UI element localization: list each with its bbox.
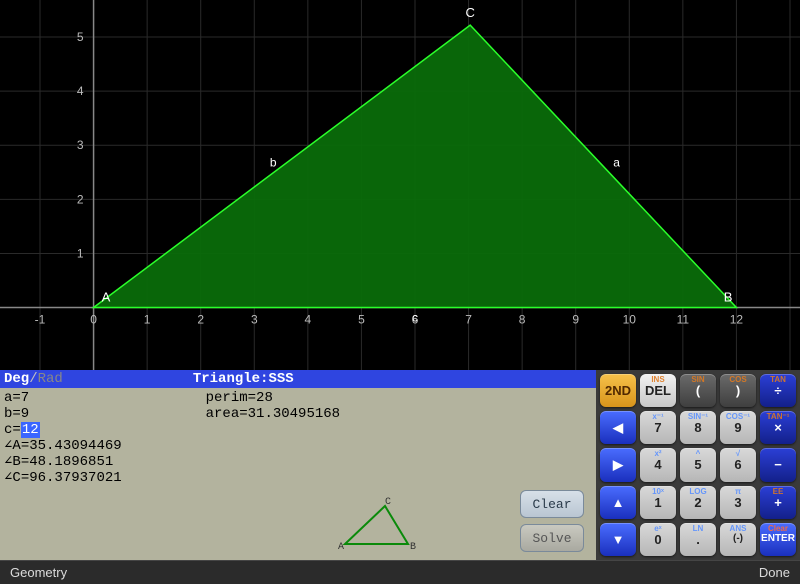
info-panel: Deg / Rad Triangle:SSS a=7 perim=28b=9 a… [0,370,596,560]
svg-text:10: 10 [623,313,637,327]
key-3[interactable]: π3 [720,486,756,519]
svg-text:-1: -1 [35,313,46,327]
key-[interactable]: − [760,448,796,481]
key-[interactable]: ANS(-) [720,523,756,556]
key-[interactable]: SIN( [680,374,716,407]
svg-text:a: a [613,155,620,169]
key-8[interactable]: SIN⁻¹8 [680,411,716,444]
key-6[interactable]: √6 [720,448,756,481]
svg-text:B: B [724,290,733,305]
mini-label-C: C [385,497,391,508]
svg-text:9: 9 [572,313,579,327]
graph-svg: -1012345678910111212345ABCabc [0,0,800,370]
key-7[interactable]: x⁻¹7 [640,411,676,444]
svg-text:c: c [412,311,418,325]
svg-text:4: 4 [305,313,312,327]
key-enter[interactable]: ClearENTER [760,523,796,556]
svg-text:2: 2 [77,192,84,206]
bottom-bar: Geometry Done [0,560,800,584]
selected-input[interactable]: 12 [21,422,40,438]
svg-text:11: 11 [677,313,690,327]
mode-sep: / [29,370,37,388]
svg-text:3: 3 [77,138,84,152]
key-[interactable]: ▼ [600,523,636,556]
key-0[interactable]: eˣ0 [640,523,676,556]
key-[interactable]: ▶ [600,448,636,481]
mini-label-B: B [410,542,416,553]
keypad: 2NDINSDELSIN(COS)TAN÷ ◀x⁻¹7SIN⁻¹8COS⁻¹9TA… [596,370,800,560]
mode-deg[interactable]: Deg [4,370,29,388]
svg-text:8: 8 [519,313,526,327]
key-del[interactable]: INSDEL [640,374,676,407]
svg-text:A: A [102,290,111,305]
svg-text:12: 12 [730,313,744,327]
graph-area: -1012345678910111212345ABCabc [0,0,800,370]
svg-text:3: 3 [251,313,258,327]
bottom-left-label[interactable]: Geometry [10,565,67,580]
svg-text:5: 5 [77,30,84,44]
mini-triangle: A B C [330,494,430,554]
info-lines: a=7 perim=28b=9 area=31.30495168c=12∠A=3… [0,388,596,488]
key-9[interactable]: COS⁻¹9 [720,411,756,444]
key-[interactable]: ▲ [600,486,636,519]
svg-text:5: 5 [358,313,365,327]
solve-button[interactable]: Solve [520,524,584,552]
key-5[interactable]: ^5 [680,448,716,481]
key-[interactable]: EE+ [760,486,796,519]
mini-label-A: A [338,542,344,553]
svg-text:1: 1 [144,313,151,327]
svg-text:b: b [270,155,277,169]
key-[interactable]: COS) [720,374,756,407]
svg-text:C: C [465,5,474,20]
key-2[interactable]: LOG2 [680,486,716,519]
done-button[interactable]: Done [759,565,790,580]
key-4[interactable]: x²4 [640,448,676,481]
key-1[interactable]: 10ˣ1 [640,486,676,519]
key-[interactable]: ◀ [600,411,636,444]
svg-text:1: 1 [77,246,84,260]
mode-title: Triangle:SSS [193,370,294,388]
key-[interactable]: TAN÷ [760,374,796,407]
clear-button[interactable]: Clear [520,490,584,518]
svg-text:0: 0 [90,313,97,327]
key-2nd[interactable]: 2ND [600,374,636,407]
mode-rad[interactable]: Rad [38,370,63,388]
key-[interactable]: TAN⁻¹× [760,411,796,444]
key-[interactable]: LN. [680,523,716,556]
mode-bar: Deg / Rad Triangle:SSS [0,370,596,388]
svg-text:7: 7 [465,313,472,327]
svg-text:4: 4 [77,84,84,98]
svg-text:2: 2 [197,313,204,327]
